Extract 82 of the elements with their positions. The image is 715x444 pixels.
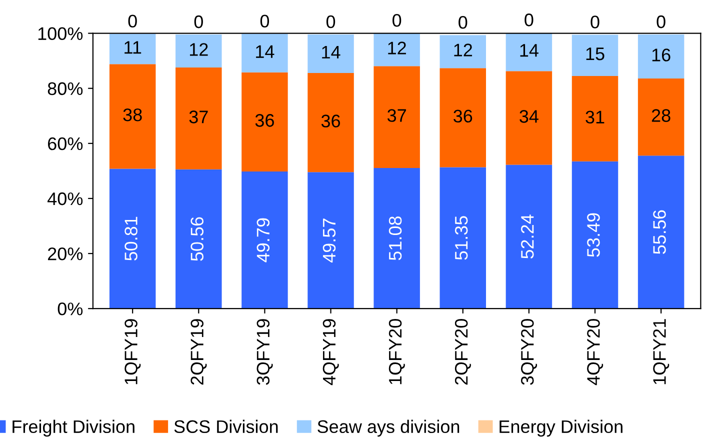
data-label: 49.79 [256, 218, 270, 262]
bar [374, 168, 420, 309]
bar [109, 64, 156, 169]
bar [109, 34, 156, 64]
bar [506, 164, 552, 309]
x-tick-label: 4QFY20 [587, 319, 604, 386]
data-label: 55.56 [653, 210, 666, 254]
bar [572, 34, 618, 76]
data-label: 50.81 [124, 216, 138, 261]
data-label: 37 [387, 109, 406, 122]
data-label: 36 [454, 110, 472, 123]
y-tick-label: 20% [48, 247, 83, 260]
bar [440, 35, 486, 68]
bar [440, 68, 486, 168]
data-label: 12 [388, 42, 406, 54]
data-label: 0 [656, 15, 666, 28]
x-tick-label: 3QFY19 [256, 319, 273, 385]
bar [572, 161, 618, 309]
data-label: 0 [326, 15, 336, 28]
data-label: 11 [124, 41, 142, 54]
data-label: 0 [194, 15, 203, 28]
bar [374, 33, 420, 66]
data-label: 0 [524, 14, 534, 26]
bar [176, 34, 222, 68]
data-label: 31 [586, 110, 604, 124]
data-label: 28 [652, 109, 670, 122]
bar [506, 71, 552, 165]
legend-label: Seaw ays division [318, 420, 460, 437]
bar [638, 78, 684, 156]
data-label: 0 [260, 14, 270, 28]
data-label: 16 [652, 48, 670, 62]
data-label: 0 [392, 14, 402, 27]
data-label: 36 [321, 114, 340, 128]
bar [638, 156, 684, 309]
data-label: 38 [123, 108, 142, 122]
data-label: 0 [590, 16, 600, 28]
y-tick-label: 80% [48, 82, 83, 96]
data-label: 14 [322, 46, 340, 58]
y-tick-label: 100% [38, 27, 83, 40]
x-tick-label: 4QFY19 [322, 319, 339, 386]
data-label: 0 [128, 14, 137, 28]
data-label: 52.24 [521, 214, 534, 259]
x-tick-label: 3QFY20 [521, 319, 538, 385]
data-label: 15 [586, 48, 604, 60]
data-label: 53.49 [587, 213, 600, 257]
bar [308, 172, 354, 309]
y-tick-label: 0% [58, 302, 83, 316]
x-tick-label: 2QFY19 [190, 319, 207, 385]
legend-label: SCS Division [174, 420, 278, 434]
data-label: 50.56 [190, 217, 204, 261]
data-label: 12 [190, 43, 208, 56]
x-tick-label: 2QFY20 [454, 319, 471, 385]
x-tick-label: 1QFY21 [653, 319, 670, 384]
x-tick-label: 1QFY20 [388, 319, 405, 384]
legend-label: Energy Division [500, 420, 622, 437]
bar [506, 33, 552, 72]
data-label: 37 [189, 110, 208, 124]
bar [242, 72, 288, 172]
bar [374, 66, 420, 168]
data-label: 36 [255, 114, 274, 127]
data-label: 51.08 [388, 216, 402, 260]
bar [638, 34, 684, 79]
data-label: 14 [256, 45, 274, 58]
legend-label: Freight Division [12, 420, 134, 437]
bar [308, 34, 354, 74]
bar [308, 73, 354, 172]
bar [109, 168, 156, 309]
data-label: 0 [458, 16, 468, 29]
bar [176, 169, 222, 309]
data-label: 49.57 [322, 218, 336, 263]
bar [440, 167, 486, 309]
y-tick-label: 60% [48, 137, 83, 150]
bar [242, 34, 288, 72]
bar [176, 68, 222, 170]
bar [572, 76, 618, 162]
data-label: 34 [520, 110, 538, 123]
bar [242, 172, 288, 309]
data-label: 12 [454, 44, 472, 56]
data-label: 51.35 [454, 216, 468, 260]
x-tick-label: 1QFY19 [124, 319, 141, 384]
data-label: 14 [520, 44, 538, 57]
y-tick-label: 40% [48, 192, 83, 206]
